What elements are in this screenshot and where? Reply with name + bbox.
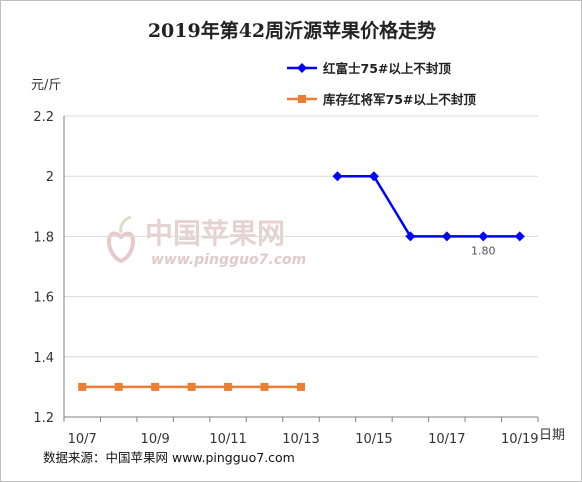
legend-label-1: 库存红将军75#以上不封顶 (323, 92, 476, 107)
series-0-point-12 (514, 231, 525, 242)
y-tick-label-0: 1.2 (33, 411, 54, 426)
legend-marker-1 (298, 95, 306, 103)
chart-title: 2019年第42周沂源苹果价格走势 (148, 19, 436, 42)
x-tick-label-0: 10/7 (68, 432, 97, 447)
series-0: 1.80 (332, 171, 525, 257)
series-0-point-8 (368, 171, 379, 182)
series-0-point-9 (405, 231, 416, 242)
series-1-point-2 (151, 382, 160, 391)
watermark-url: www.pingguo7.com (151, 252, 306, 268)
series-1-point-0 (78, 382, 87, 391)
x-tick-label-6: 10/19 (501, 432, 538, 447)
y-tick-label-4: 2 (46, 170, 54, 185)
watermark: 中国苹果网 www.pingguo7.com (107, 215, 306, 268)
y-axis-unit: 元/斤 (31, 78, 61, 93)
x-axis-label: 日期 (539, 428, 565, 443)
x-tick-label-4: 10/15 (355, 432, 392, 447)
apple-logo-icon (107, 215, 135, 264)
y-tick-label-2: 1.6 (33, 291, 54, 306)
y-tick-label-1: 1.4 (33, 351, 54, 366)
x-tick-label-3: 10/13 (282, 432, 319, 447)
x-tick-label-5: 10/17 (428, 432, 465, 447)
x-tick-label-1: 10/9 (141, 432, 170, 447)
series-1-point-4 (224, 382, 233, 391)
legend-item-0: 红富士75#以上不封顶 (287, 61, 451, 76)
legend-item-1: 库存红将军75#以上不封顶 (287, 92, 476, 107)
y-tick-label-3: 1.8 (33, 230, 54, 245)
legend-marker-0 (297, 63, 307, 73)
gridlines (64, 115, 538, 358)
series-0-point-11 (478, 231, 489, 242)
series-0-data-label: 1.80 (471, 244, 496, 257)
data-source-footer: 数据来源：中国苹果网 www.pingguo7.com (43, 450, 295, 465)
axes (63, 116, 539, 422)
series-1-point-3 (187, 382, 196, 391)
series-1-point-6 (297, 382, 305, 391)
x-tick-label-2: 10/11 (209, 432, 246, 447)
legend-label-0: 红富士75#以上不封顶 (323, 61, 451, 76)
series-1 (78, 382, 305, 391)
series-0-line-0 (337, 174, 520, 238)
series-layer: 1.80 (78, 171, 525, 391)
series-0-point-10 (441, 231, 452, 242)
series-0-point-7 (332, 171, 343, 182)
y-tick-label-5: 2.2 (33, 110, 54, 125)
series-1-point-5 (260, 382, 269, 391)
y-axis-ticks: 1.2 1.4 1.6 1.8 2 2.2 (33, 110, 54, 426)
x-axis-ticks: 10/7 10/9 10/11 10/13 10/15 10/17 10/19 (68, 432, 539, 447)
watermark-logo-text: 中国苹果网 (145, 217, 285, 250)
series-1-point-1 (114, 382, 123, 391)
